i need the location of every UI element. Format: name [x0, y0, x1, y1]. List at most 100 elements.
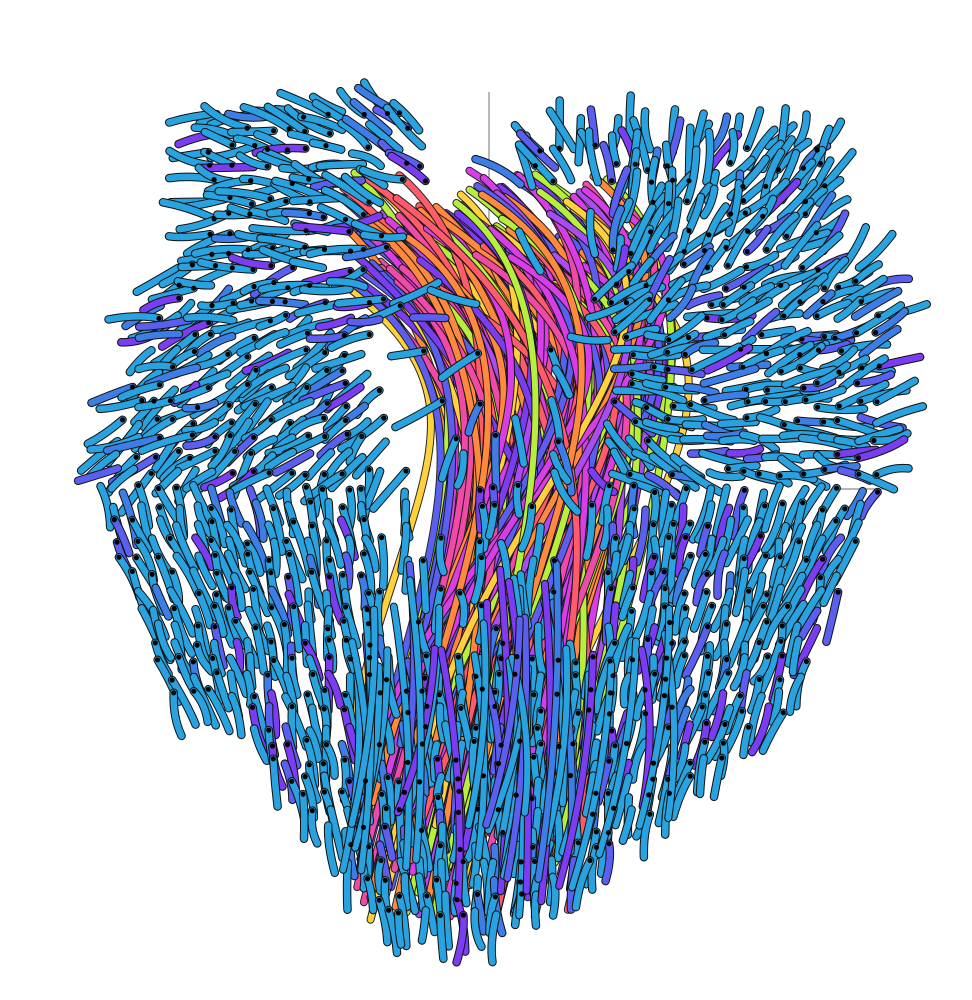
streamtube: [148, 284, 197, 303]
streamtube: [641, 108, 654, 153]
streamtube-seed-point: [323, 742, 330, 748]
streamtube-seed-point: [229, 585, 235, 591]
streamtube: [415, 873, 427, 912]
streamtube: [535, 561, 561, 882]
streamtube: [572, 857, 594, 911]
streamtube-seed-point: [529, 656, 535, 662]
streamtube: [427, 286, 480, 308]
streamtube-seed-point: [306, 176, 312, 182]
streamtube: [350, 99, 392, 136]
streamtube-seed-point: [630, 585, 636, 591]
streamtube-seed-point: [251, 693, 257, 700]
streamtube-seed-point: [815, 404, 821, 410]
streamtube: [346, 433, 366, 466]
streamtube-seed-point: [740, 364, 746, 370]
streamtube-seed-point: [205, 149, 211, 155]
streamtube: [359, 166, 406, 183]
streamtube-seed-point: [704, 315, 710, 321]
streamtube: [175, 447, 219, 472]
streamtube: [108, 465, 138, 492]
streamtube-seed-point: [250, 468, 256, 475]
streamtube-seed-point: [195, 404, 201, 411]
streamtube-seed-point: [130, 384, 136, 390]
streamtube-seed-point: [176, 654, 182, 660]
streamtube: [685, 193, 705, 234]
streamtube: [664, 366, 705, 378]
streamtube: [492, 432, 500, 493]
streamtube-seed-point: [226, 605, 232, 611]
streamtube: [343, 859, 352, 913]
streamtube: [118, 381, 163, 401]
streamtube: [327, 806, 346, 862]
streamtube: [357, 572, 369, 612]
streamtube: [326, 278, 368, 290]
streamtube-seed-point: [683, 485, 689, 492]
streamtube-seed-point: [490, 485, 496, 491]
streamtube-seed-point: [342, 216, 349, 222]
streamtube-seed-point: [746, 588, 752, 594]
streamtube: [366, 121, 403, 153]
streamtube-seed-point: [670, 521, 677, 527]
streamtube-seed-point: [250, 266, 256, 273]
streamtube-seed-point: [269, 743, 275, 749]
streamtube-seed-point: [321, 789, 327, 795]
streamtube-seed-point: [492, 703, 498, 710]
streamtube-seed-point: [244, 381, 251, 387]
streamtube: [518, 503, 536, 552]
streamtube-seed-point: [725, 466, 732, 472]
streamtube-seed-point: [252, 401, 258, 407]
streamtube-seed-point: [366, 300, 372, 306]
streamtube: [630, 117, 651, 174]
streamtube-seed-point: [438, 535, 444, 541]
streamtube: [105, 313, 163, 323]
streamtube-seed-point: [875, 489, 881, 495]
streamtube-seed-point: [531, 692, 537, 698]
streamtube-seed-point: [832, 335, 838, 341]
streamtube-seed-point: [344, 431, 350, 437]
streamtube-seed-point: [683, 534, 689, 540]
streamtube-seed-point: [623, 300, 630, 306]
streamtube: [483, 616, 523, 828]
streamtube-seed-point: [593, 844, 600, 850]
streamtube-seed-point: [610, 673, 616, 679]
streamtube-seed-point: [268, 263, 274, 269]
streamtube-seed-point: [777, 473, 783, 479]
streamtube: [813, 362, 851, 387]
streamtube-seed-point: [781, 422, 787, 428]
streamtube-seed-point: [360, 211, 366, 218]
streamtube-seed-point: [799, 265, 806, 271]
streamtube-seed-point: [307, 499, 314, 505]
streamtube-seed-point: [460, 859, 466, 865]
streamtube-seed-point: [360, 246, 366, 252]
streamtube: [515, 141, 557, 185]
streamtube-seed-point: [492, 502, 498, 508]
streamtube-seed-point: [760, 213, 766, 219]
streamtube: [796, 555, 826, 607]
streamtube: [364, 875, 377, 914]
streamtube-seed-point: [287, 420, 293, 426]
streamtube: [692, 551, 709, 589]
streamtube-seed-point: [348, 656, 354, 662]
streamtube: [360, 231, 407, 241]
streamtube: [135, 362, 176, 373]
streamtube: [459, 858, 470, 907]
streamtube-seed-point: [250, 586, 256, 592]
streamtube-seed-point: [852, 538, 859, 544]
streamtube-seed-point: [167, 535, 173, 541]
streamtube: [190, 687, 211, 726]
streamtube: [543, 645, 571, 846]
streamtube-seed-point: [743, 264, 750, 270]
streamtube: [852, 261, 882, 285]
streamtube: [640, 810, 654, 861]
streamtube-seed-point: [212, 263, 218, 269]
streamtube-seed-point: [782, 399, 788, 405]
streamtube: [821, 149, 856, 189]
streamtube-seed-point: [764, 592, 770, 598]
streamtube-seed-point: [530, 844, 536, 850]
streamtube: [342, 603, 361, 649]
streamtube-seed-point: [419, 741, 425, 747]
streamtube: [567, 333, 611, 344]
streamtube-seed-point: [741, 487, 748, 493]
streamtube-seed-point: [778, 368, 784, 374]
streamtube-seed-point: [815, 347, 822, 353]
